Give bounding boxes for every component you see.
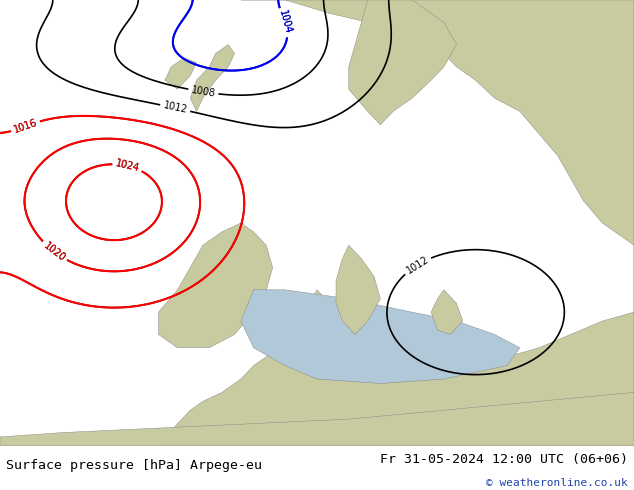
Text: 1008: 1008	[190, 85, 216, 98]
Polygon shape	[349, 0, 456, 125]
Polygon shape	[190, 45, 235, 112]
Polygon shape	[0, 392, 634, 446]
Text: 1012: 1012	[404, 254, 430, 276]
Text: 1012: 1012	[162, 100, 188, 116]
Text: 1016: 1016	[12, 118, 39, 135]
Polygon shape	[241, 290, 520, 384]
Polygon shape	[158, 0, 634, 446]
Polygon shape	[165, 58, 197, 89]
Polygon shape	[336, 245, 380, 334]
Text: © weatheronline.co.uk: © weatheronline.co.uk	[486, 478, 628, 489]
Text: 1020: 1020	[41, 240, 67, 263]
Text: 1024: 1024	[114, 158, 141, 173]
Text: Surface pressure [hPa] Arpege-eu: Surface pressure [hPa] Arpege-eu	[6, 459, 262, 472]
Text: 1016: 1016	[12, 118, 39, 135]
Text: 1004: 1004	[277, 9, 293, 36]
Polygon shape	[431, 290, 463, 334]
Text: Fr 31-05-2024 12:00 UTC (06+06): Fr 31-05-2024 12:00 UTC (06+06)	[380, 453, 628, 466]
Text: 1004: 1004	[277, 9, 293, 36]
Polygon shape	[158, 223, 273, 348]
Text: 1020: 1020	[41, 240, 67, 263]
Text: 1024: 1024	[114, 158, 141, 173]
